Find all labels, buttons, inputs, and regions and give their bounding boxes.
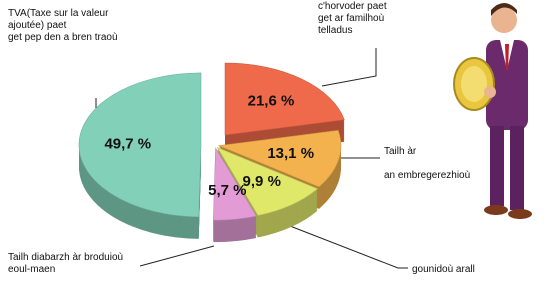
leg bbox=[490, 126, 504, 206]
data-label: 21,6 % bbox=[248, 92, 295, 109]
category-label: Tailh diabarzh àr broduioù eoul-maen bbox=[8, 252, 123, 276]
coin-face bbox=[461, 66, 487, 102]
shoe bbox=[508, 209, 532, 219]
leg bbox=[510, 126, 524, 210]
leader-line bbox=[290, 226, 408, 268]
leader-line bbox=[322, 48, 376, 86]
category-label: tellou ar ar c'horvoder paet get ar fami… bbox=[318, 0, 387, 37]
category-label: Tailh àr an embregerezhioù bbox=[384, 146, 470, 182]
shoe bbox=[484, 205, 508, 215]
category-label: TVA(Taxe sur la valeur ajoutée) paet get… bbox=[8, 8, 118, 44]
data-label: 13,1 % bbox=[267, 145, 314, 162]
category-label: gounidoù arall bbox=[412, 264, 475, 276]
page: 21,6 % 13,1 % 9,9 %5,7 % 49,7 % tellou ar a… bbox=[0, 0, 548, 282]
pie-slice bbox=[79, 73, 201, 239]
hand bbox=[484, 86, 496, 98]
data-label: 5,7 % bbox=[208, 182, 246, 199]
data-label: 9,9 % bbox=[243, 173, 281, 190]
leader-line bbox=[140, 246, 214, 266]
data-label: 49,7 % bbox=[104, 135, 151, 152]
businessman-illustration bbox=[454, 3, 532, 219]
